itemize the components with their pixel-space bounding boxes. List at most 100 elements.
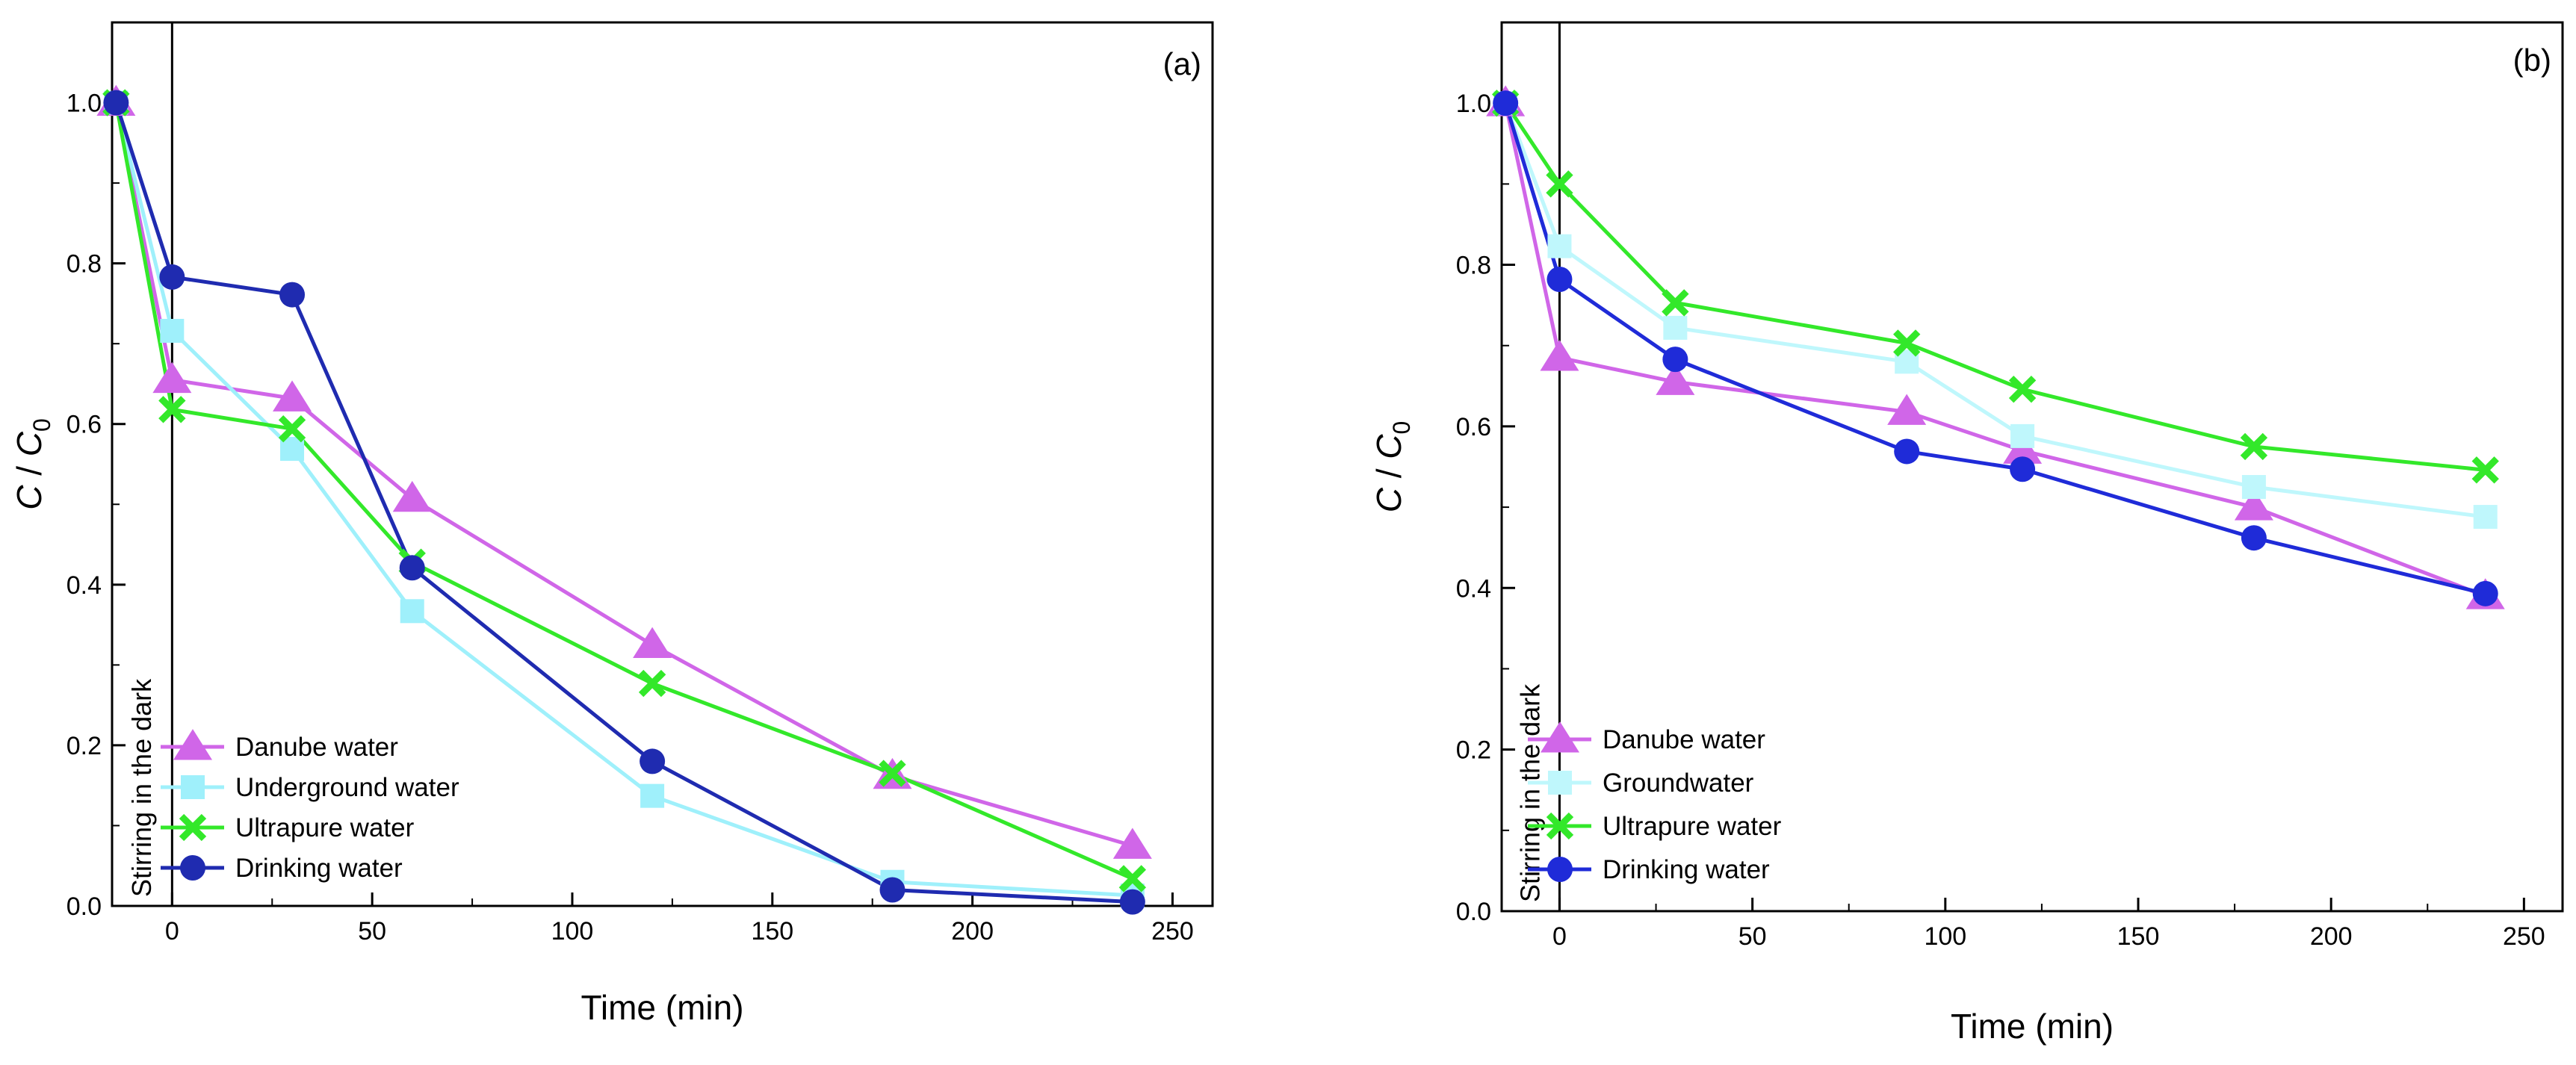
panel-a-legend-entry: Drinking water <box>161 854 403 883</box>
panel-a-legend-label: Ultrapure water <box>235 813 415 842</box>
panel-b-legend-marker <box>1546 812 1574 840</box>
panel-a-series-0-point <box>1112 828 1152 859</box>
panel-b-series-2-point <box>1892 329 1921 357</box>
panel-a-legend-marker <box>181 775 205 799</box>
panel-a-y-tick-label: 0.6 <box>66 411 102 439</box>
panel-a-series-2-point <box>879 760 906 787</box>
panel-a-y-axis-title-sub: 0 <box>28 418 55 432</box>
panel-a-y-axis-title-c: C <box>10 485 49 510</box>
panel-a-series-2-point <box>1118 865 1147 892</box>
chart-panel-a: 0 50 100 150 200 250 0.0 0.2 0.4 0.6 0.8 1.0 Time (m… <box>10 21 1214 1027</box>
panel-a-y-tick-label: 1.0 <box>66 90 102 118</box>
panel-b-dark-annotation: Stirring in the dark <box>1515 683 1546 902</box>
panel-a-series-3-point <box>1119 889 1145 915</box>
panel-b-y-tick-label: 0.0 <box>1456 898 1491 926</box>
panel-b-x-tick-label: 150 <box>2117 922 2160 951</box>
panel-a-series-2-point <box>278 414 306 443</box>
panel-a-series-0-point <box>152 361 192 394</box>
panel-a-legend-marker <box>179 813 207 842</box>
panel-a-legend-entry: Underground water <box>161 773 459 802</box>
panel-b-y-axis-title: C / C0 <box>1369 421 1415 513</box>
panel-b-legend-entry: Danube water <box>1528 721 1765 754</box>
panel-b-x-axis-title: Time (min) <box>1951 1007 2114 1046</box>
panel-a-dark-annotation: Stirring in the dark <box>126 678 157 897</box>
panel-a-legend-marker <box>173 729 213 760</box>
panel-a-series-3-point <box>103 90 129 116</box>
panel-b-series-1-point <box>2241 475 2266 500</box>
panel-b-legend-marker <box>1548 771 1572 795</box>
panel-b-y-axis-title-sep: / <box>1369 459 1408 488</box>
panel-b-y-tick-label: 0.4 <box>1456 574 1491 603</box>
panel-a-x-tick-label: 250 <box>1151 917 1194 946</box>
panel-b-series-2-point <box>2008 375 2037 403</box>
panel-a-series-2-point <box>158 396 186 423</box>
panel-b-series-0-point <box>1540 340 1579 371</box>
panel-b-legend-label: Drinking water <box>1603 855 1770 884</box>
panel-a-series-0-point <box>392 480 432 512</box>
panel-a-x-tick-label: 0 <box>165 917 179 946</box>
chart-panel-b: 0 50 100 150 200 250 0.0 0.2 0.4 0.6 0.8 1.0 Time (m… <box>1369 21 2564 1046</box>
panel-b-series-3-point <box>2472 580 2498 606</box>
panel-a-series-3-point <box>279 282 306 308</box>
panel-b-series-3-point <box>1546 267 1573 293</box>
panel-a-panel-label: (a) <box>1163 46 1201 81</box>
panel-b-series-0-point <box>1887 394 1927 425</box>
panel-b-series-1-point <box>1547 234 1572 258</box>
panel-b-x-tick-label: 100 <box>1924 922 1966 951</box>
panel-a-series-0-point <box>273 380 312 412</box>
panel-b-legend-label: Groundwater <box>1603 769 1754 798</box>
panel-a-series-1-point <box>640 783 665 808</box>
panel-a-legend-label: Underground water <box>235 773 459 802</box>
panel-b-legend-entry: Groundwater <box>1528 769 1754 798</box>
panel-a-y-tick-label: 0.2 <box>66 732 102 760</box>
panel-b-legend-entry: Drinking water <box>1528 855 1770 884</box>
panel-b-y-tick-label: 0.8 <box>1456 252 1491 280</box>
panel-b-series-0-point <box>1656 364 1695 395</box>
panel-a-y-tick-label: 0.4 <box>66 571 102 600</box>
panel-a-series-2-point <box>638 669 666 698</box>
panel-a-y-tick-label: 0.8 <box>66 250 102 279</box>
panel-b-x-tick-label: 0 <box>1552 922 1567 951</box>
panel-a-y-axis-title-c0: C <box>10 431 49 456</box>
panel-a-x-axis-title: Time (min) <box>580 988 743 1027</box>
panel-b-series-0-point <box>2234 489 2273 521</box>
panel-b-legend-label: Danube water <box>1603 725 1765 754</box>
panel-b-series-1-point <box>1663 315 1688 340</box>
panel-a-legend-marker <box>180 855 205 881</box>
panel-b-x-tick-label: 200 <box>2310 922 2353 951</box>
panel-b-series-3-point <box>1493 90 1519 117</box>
panel-b-y-axis-title-sub: 0 <box>1388 421 1415 435</box>
panel-b-series-2-point <box>1546 170 1573 198</box>
panel-b-series-3-point <box>2010 456 2036 482</box>
panel-a-legend-entry: Danube water <box>161 729 398 762</box>
panel-b-y-tick-label: 1.0 <box>1456 90 1491 118</box>
panel-b-x-tick-label: 250 <box>2503 922 2545 951</box>
panel-a-legend-label: Drinking water <box>235 854 403 883</box>
panel-b-legend-marker <box>1547 857 1573 882</box>
panel-b-x-tick-label: 50 <box>1739 922 1767 951</box>
panel-b-panel-label: (b) <box>2513 43 2551 78</box>
panel-a-y-tick-label: 0.0 <box>66 892 102 921</box>
panel-a-series-3-point <box>640 748 666 774</box>
panel-b-series-2-point <box>1662 289 1689 317</box>
panel-b-series-2-point <box>2240 432 2268 461</box>
panel-a-series-3-point <box>159 264 185 290</box>
panel-b-series-3-point <box>2241 525 2267 551</box>
panel-a-series-3-point <box>879 877 905 903</box>
panel-b-series-3-point <box>1662 347 1688 373</box>
panel-b-plot-frame <box>1500 21 2564 913</box>
panel-b-series-1-point <box>2473 505 2498 530</box>
panel-a-y-axis-title-sep: / <box>10 456 49 485</box>
panel-b-y-tick-label: 0.2 <box>1456 736 1491 765</box>
panel-a-x-tick-label: 200 <box>951 917 994 946</box>
panel-b-y-axis-title-c0: C <box>1369 434 1408 459</box>
panel-a-series-1-point <box>160 318 185 343</box>
panel-a-series-3-point <box>399 555 425 581</box>
panel-a-legend-entry: Ultrapure water <box>161 813 415 842</box>
panel-b-series-3-point <box>1894 438 1920 465</box>
panel-b-legend-marker <box>1540 721 1580 753</box>
panel-b-series-1-point <box>2010 423 2035 448</box>
panel-a-x-tick-label: 150 <box>751 917 793 946</box>
